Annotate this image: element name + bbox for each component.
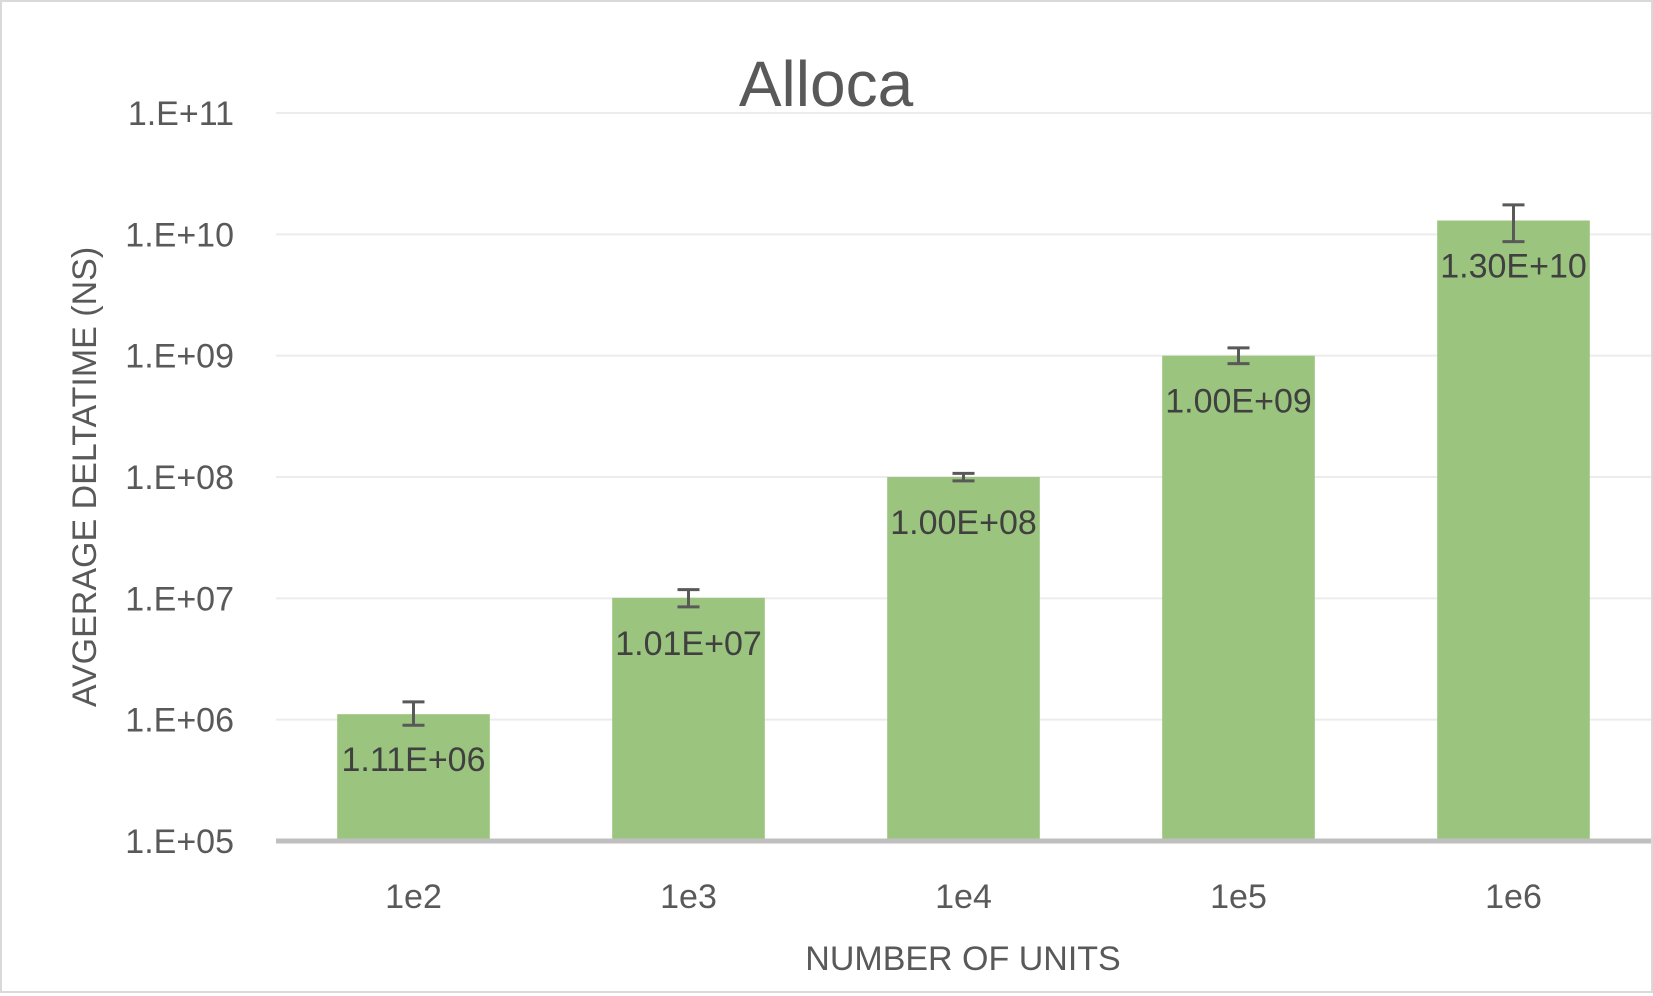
y-axis-tick-labels: 1.E+05 1.E+06 1.E+07 1.E+08 1.E+09 1.E+10 1.E+… <box>125 95 234 861</box>
y-tick-label: 1.E+07 <box>125 580 234 618</box>
error-bar <box>1227 346 1250 366</box>
y-tick-label: 1.E+10 <box>125 216 234 254</box>
bar <box>612 597 765 841</box>
data-label: 1.30E+10 <box>1440 248 1587 286</box>
y-tick-label: 1.E+09 <box>125 338 234 376</box>
error-bar <box>402 700 425 727</box>
x-tick-label: 1e2 <box>385 878 442 916</box>
error-bar <box>677 588 700 609</box>
y-tick-label: 1.E+05 <box>125 823 234 861</box>
data-label: 1.00E+09 <box>1165 383 1312 421</box>
data-label: 1.01E+07 <box>615 625 762 663</box>
bar <box>1437 220 1590 842</box>
data-label: 1.00E+08 <box>890 504 1037 542</box>
y-tick-label: 1.E+08 <box>125 459 234 497</box>
error-bars <box>402 203 1525 727</box>
bar <box>337 714 490 841</box>
bar <box>887 477 1040 841</box>
chart-title: Alloca <box>739 48 914 120</box>
y-axis-title: AVGERAGE DELTATIME (NS) <box>66 247 104 707</box>
data-labels: 1.11E+06 1.01E+07 1.00E+08 1.00E+09 1.30E+10 <box>341 248 1586 780</box>
error-bar <box>1502 203 1525 244</box>
x-tick-label: 1e5 <box>1210 878 1267 916</box>
x-axis-title: NUMBER OF UNITS <box>805 940 1120 978</box>
y-tick-label: 1.E+11 <box>128 95 234 133</box>
error-bar <box>952 471 975 483</box>
data-label: 1.11E+06 <box>341 741 485 779</box>
bar <box>1162 355 1315 841</box>
y-tick-label: 1.E+06 <box>125 702 234 740</box>
x-tick-label: 1e6 <box>1485 878 1542 916</box>
x-axis-tick-labels: 1e2 1e3 1e4 1e5 1e6 <box>385 878 1542 916</box>
bars <box>337 220 1590 842</box>
x-tick-label: 1e3 <box>660 878 717 916</box>
x-tick-label: 1e4 <box>935 878 992 916</box>
